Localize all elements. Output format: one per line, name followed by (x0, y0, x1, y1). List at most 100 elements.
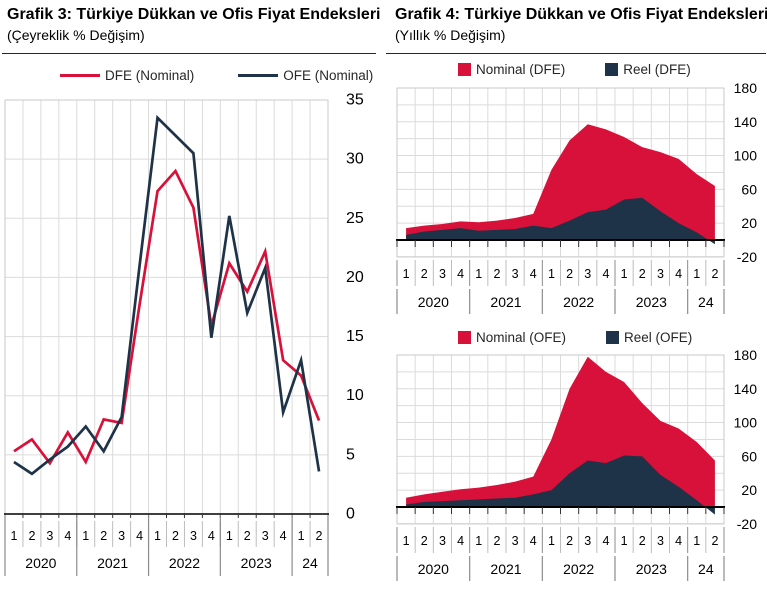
svg-text:1: 1 (548, 267, 555, 281)
svg-text:2022: 2022 (169, 555, 200, 571)
svg-text:2: 2 (566, 267, 573, 281)
g3-line-DFE (Nominal) (13, 168, 321, 466)
left-chart-title: Grafik 3: Türkiye Dükkan ve Ofis Fiyat E… (7, 6, 381, 23)
svg-text:1: 1 (82, 529, 89, 543)
svg-text:1: 1 (475, 534, 482, 548)
svg-text:2: 2 (421, 267, 428, 281)
svg-text:4: 4 (280, 529, 287, 543)
legend-item-reel-dfe: Reel (DFE) (605, 62, 691, 77)
svg-text:1: 1 (475, 267, 482, 281)
svg-text:3: 3 (512, 534, 519, 548)
svg-text:4: 4 (530, 534, 537, 548)
g4_top-plot-border (396, 87, 725, 258)
svg-text:2: 2 (244, 529, 251, 543)
svg-text:24: 24 (698, 561, 714, 577)
svg-text:100: 100 (734, 415, 758, 431)
legend-label-dfe: DFE (Nominal) (105, 68, 195, 83)
svg-text:2: 2 (421, 534, 428, 548)
svg-text:60: 60 (741, 181, 757, 197)
svg-text:2: 2 (711, 267, 718, 281)
svg-text:10: 10 (346, 387, 364, 404)
svg-text:4: 4 (675, 267, 682, 281)
svg-text:2021: 2021 (490, 561, 521, 577)
ofe-line-swatch (238, 74, 279, 77)
nominal-ofe-swatch (458, 331, 471, 344)
left-chart-legend: DFE (Nominal) OFE (Nominal) (60, 68, 373, 83)
svg-text:-20: -20 (737, 516, 757, 532)
g4_bottom-axis-ticks (396, 507, 725, 514)
svg-text:2: 2 (711, 534, 718, 548)
svg-text:3: 3 (439, 267, 446, 281)
svg-text:30: 30 (346, 151, 364, 168)
g4_bottom-y-labels: 180 140 100 60 20 -20 (734, 347, 758, 532)
svg-text:3: 3 (439, 534, 446, 548)
svg-text:1: 1 (10, 529, 17, 543)
legend-label-ofe: OFE (Nominal) (283, 68, 374, 83)
left-title-rule (2, 53, 376, 54)
svg-text:2: 2 (639, 267, 646, 281)
g4_bottom-plot-border (396, 354, 725, 525)
g3-axis-ticks (4, 514, 329, 518)
dfe-area-legend: Nominal (DFE) Reel (DFE) (458, 62, 691, 77)
svg-text:-20: -20 (737, 249, 757, 265)
legend-item-reel-ofe: Reel (OFE) (606, 330, 692, 345)
svg-text:24: 24 (698, 294, 714, 310)
svg-text:0: 0 (346, 506, 355, 523)
svg-text:1: 1 (621, 267, 628, 281)
nominal-dfe-swatch (458, 63, 471, 76)
svg-text:20: 20 (346, 269, 364, 286)
svg-text:3: 3 (512, 267, 519, 281)
svg-text:1: 1 (693, 534, 700, 548)
legend-item-nominal-ofe: Nominal (OFE) (458, 330, 566, 345)
svg-text:4: 4 (602, 534, 609, 548)
svg-text:3: 3 (118, 529, 125, 543)
svg-text:4: 4 (530, 267, 537, 281)
svg-text:4: 4 (602, 267, 609, 281)
legend-item-nominal-dfe: Nominal (DFE) (458, 62, 565, 77)
svg-text:2021: 2021 (490, 294, 521, 310)
svg-text:2020: 2020 (418, 294, 449, 310)
svg-text:1: 1 (548, 534, 555, 548)
legend-label-nominal-dfe: Nominal (DFE) (476, 62, 566, 77)
g4_top-axis-ticks (396, 240, 725, 247)
svg-text:1: 1 (403, 267, 410, 281)
svg-text:2: 2 (316, 529, 323, 543)
legend-label-reel-dfe: Reel (DFE) (623, 62, 691, 77)
svg-text:2022: 2022 (563, 561, 594, 577)
svg-text:2020: 2020 (418, 561, 449, 577)
legend-label-reel-ofe: Reel (OFE) (624, 330, 693, 345)
svg-text:1: 1 (298, 529, 305, 543)
svg-text:3: 3 (46, 529, 53, 543)
svg-text:180: 180 (734, 80, 758, 96)
ofe-area-legend: Nominal (OFE) Reel (OFE) (458, 330, 692, 345)
svg-text:2022: 2022 (563, 294, 594, 310)
svg-text:4: 4 (64, 529, 71, 543)
reel-dfe-swatch (605, 63, 619, 76)
svg-text:4: 4 (457, 267, 464, 281)
svg-text:1: 1 (621, 534, 628, 548)
svg-text:2: 2 (493, 534, 500, 548)
svg-text:4: 4 (675, 534, 682, 548)
svg-text:140: 140 (734, 114, 758, 130)
svg-text:3: 3 (262, 529, 269, 543)
g4_top-y-labels: 180 140 100 60 20 -20 (734, 80, 758, 265)
svg-text:2: 2 (493, 267, 500, 281)
svg-text:5: 5 (346, 446, 355, 463)
svg-text:35: 35 (346, 92, 364, 109)
svg-text:4: 4 (136, 529, 143, 543)
right-chart-subtitle: (Yıllık % Değişim) (395, 27, 506, 43)
svg-text:4: 4 (457, 534, 464, 548)
svg-text:180: 180 (734, 347, 758, 363)
right-title-rule (386, 53, 766, 54)
svg-text:3: 3 (584, 267, 591, 281)
svg-text:3: 3 (190, 529, 197, 543)
g4_top-area-Reel (DFE) (406, 197, 715, 245)
g3-gridlines (4, 99, 329, 514)
